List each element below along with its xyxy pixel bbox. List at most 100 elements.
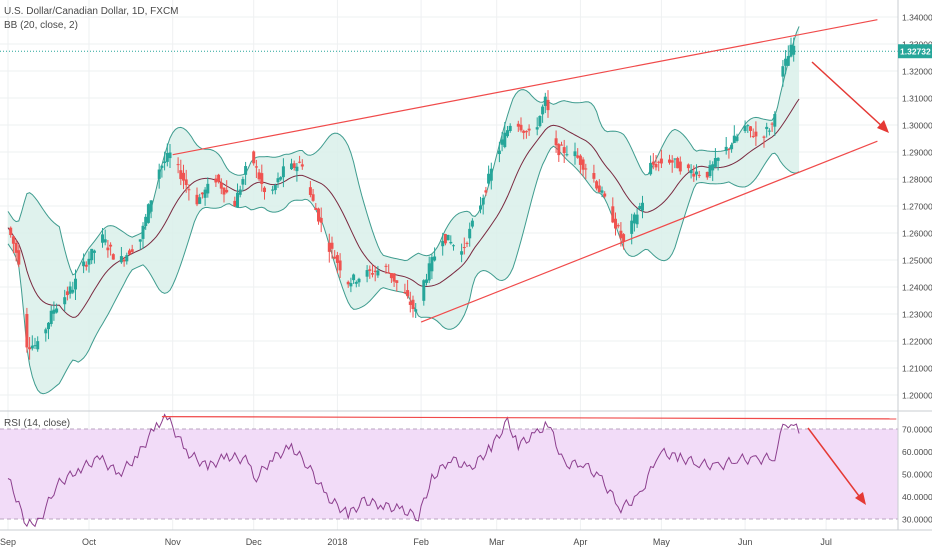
rsi-tick-label: 70.0000 [902, 425, 932, 435]
candle-body [581, 159, 585, 170]
candle-body [789, 44, 793, 57]
candle-body [697, 174, 701, 176]
bb-upper-band [7, 26, 800, 276]
candle-body [751, 135, 755, 137]
candle-body [468, 228, 472, 239]
candle-body [163, 161, 167, 164]
candle-body [365, 270, 369, 277]
candle-body [686, 164, 690, 169]
candle-body [508, 125, 512, 132]
candle-body [254, 166, 258, 168]
candle-body [657, 161, 661, 163]
candle-body [470, 220, 474, 227]
candle-body [184, 179, 188, 186]
rsi-trendline-top [161, 416, 897, 420]
candle-body [565, 154, 569, 156]
candle-body [327, 242, 331, 252]
x-tick-label: Feb [413, 537, 429, 547]
candle-body [711, 164, 715, 171]
candle-body [92, 250, 96, 253]
candle-body [622, 234, 626, 242]
candle-body [465, 242, 469, 244]
candle-body [138, 239, 142, 242]
rsi-tick-label: 60.0000 [902, 447, 932, 457]
candle-body [506, 130, 509, 137]
candle-body [449, 241, 453, 244]
candle-body [595, 181, 599, 189]
candle-body [387, 272, 391, 274]
rsi-line [7, 413, 800, 528]
price-badge-text: 1.32732 [900, 47, 931, 57]
candle-body [524, 131, 528, 133]
candle-body [630, 220, 634, 234]
candle-body [460, 251, 464, 255]
candle-body [597, 185, 601, 193]
rsi-band-fill [0, 429, 898, 519]
candle-body [743, 126, 747, 132]
candle-body [281, 166, 285, 178]
price-tick-label: 1.25000 [902, 256, 932, 266]
candle-body [176, 164, 180, 166]
candle-body [187, 189, 191, 191]
candle-body [781, 66, 785, 77]
candle-body [311, 194, 315, 201]
candle-body [554, 138, 558, 146]
candle-body [119, 256, 123, 263]
candle-body [36, 341, 40, 350]
price-tick-label: 1.28000 [902, 175, 932, 185]
candle-body [749, 126, 752, 131]
candle-body [263, 187, 266, 193]
x-tick-label: Jul [820, 537, 832, 547]
price-tick-label: 1.22000 [902, 337, 932, 347]
candle-body [244, 166, 248, 175]
candle-body [295, 166, 299, 172]
x-tick-label: Nov [165, 537, 182, 547]
candle-body [784, 58, 788, 66]
candle-body [546, 99, 550, 111]
rsi-forecast-arrow-line [807, 427, 863, 501]
price-badge [898, 44, 932, 59]
candle-body [14, 242, 18, 253]
trendline-upper [172, 19, 878, 156]
candle-body [68, 286, 72, 294]
x-tick-label: Oct [82, 537, 97, 547]
price-tick-label: 1.32000 [902, 67, 932, 77]
candle-body [767, 130, 771, 132]
candle-body [603, 193, 607, 197]
candle-body [708, 165, 712, 177]
candle-body [649, 162, 653, 175]
candle-body [479, 205, 482, 210]
candle-body [392, 273, 396, 282]
candle-body [692, 173, 696, 177]
candle-body [592, 173, 596, 179]
candle-body [25, 313, 29, 348]
candle-body [395, 280, 399, 283]
price-tick-label: 1.31000 [902, 94, 932, 104]
candle-body [335, 255, 339, 263]
bb-legend: BB (20, close, 2) [4, 20, 78, 31]
candle-body [746, 125, 750, 127]
candle-body [522, 130, 526, 133]
candle-body [673, 158, 677, 160]
price-tick-label: 1.26000 [902, 229, 932, 239]
candle-body [357, 278, 361, 283]
candle-body [373, 270, 377, 272]
candle-body [9, 227, 13, 236]
candle-body [578, 155, 582, 165]
candle-body [503, 132, 507, 148]
candle-body [408, 301, 412, 305]
candle-body [668, 159, 671, 163]
candle-body [90, 248, 94, 261]
candle-body [330, 242, 334, 249]
candle-body [84, 264, 88, 267]
candle-body [87, 258, 91, 265]
candle-body [516, 123, 520, 127]
candle-body [481, 197, 485, 205]
candle-body [735, 136, 739, 141]
candle-body [730, 144, 734, 150]
candle-body [773, 114, 777, 127]
candle-body [573, 151, 577, 157]
candle-body [389, 273, 393, 279]
